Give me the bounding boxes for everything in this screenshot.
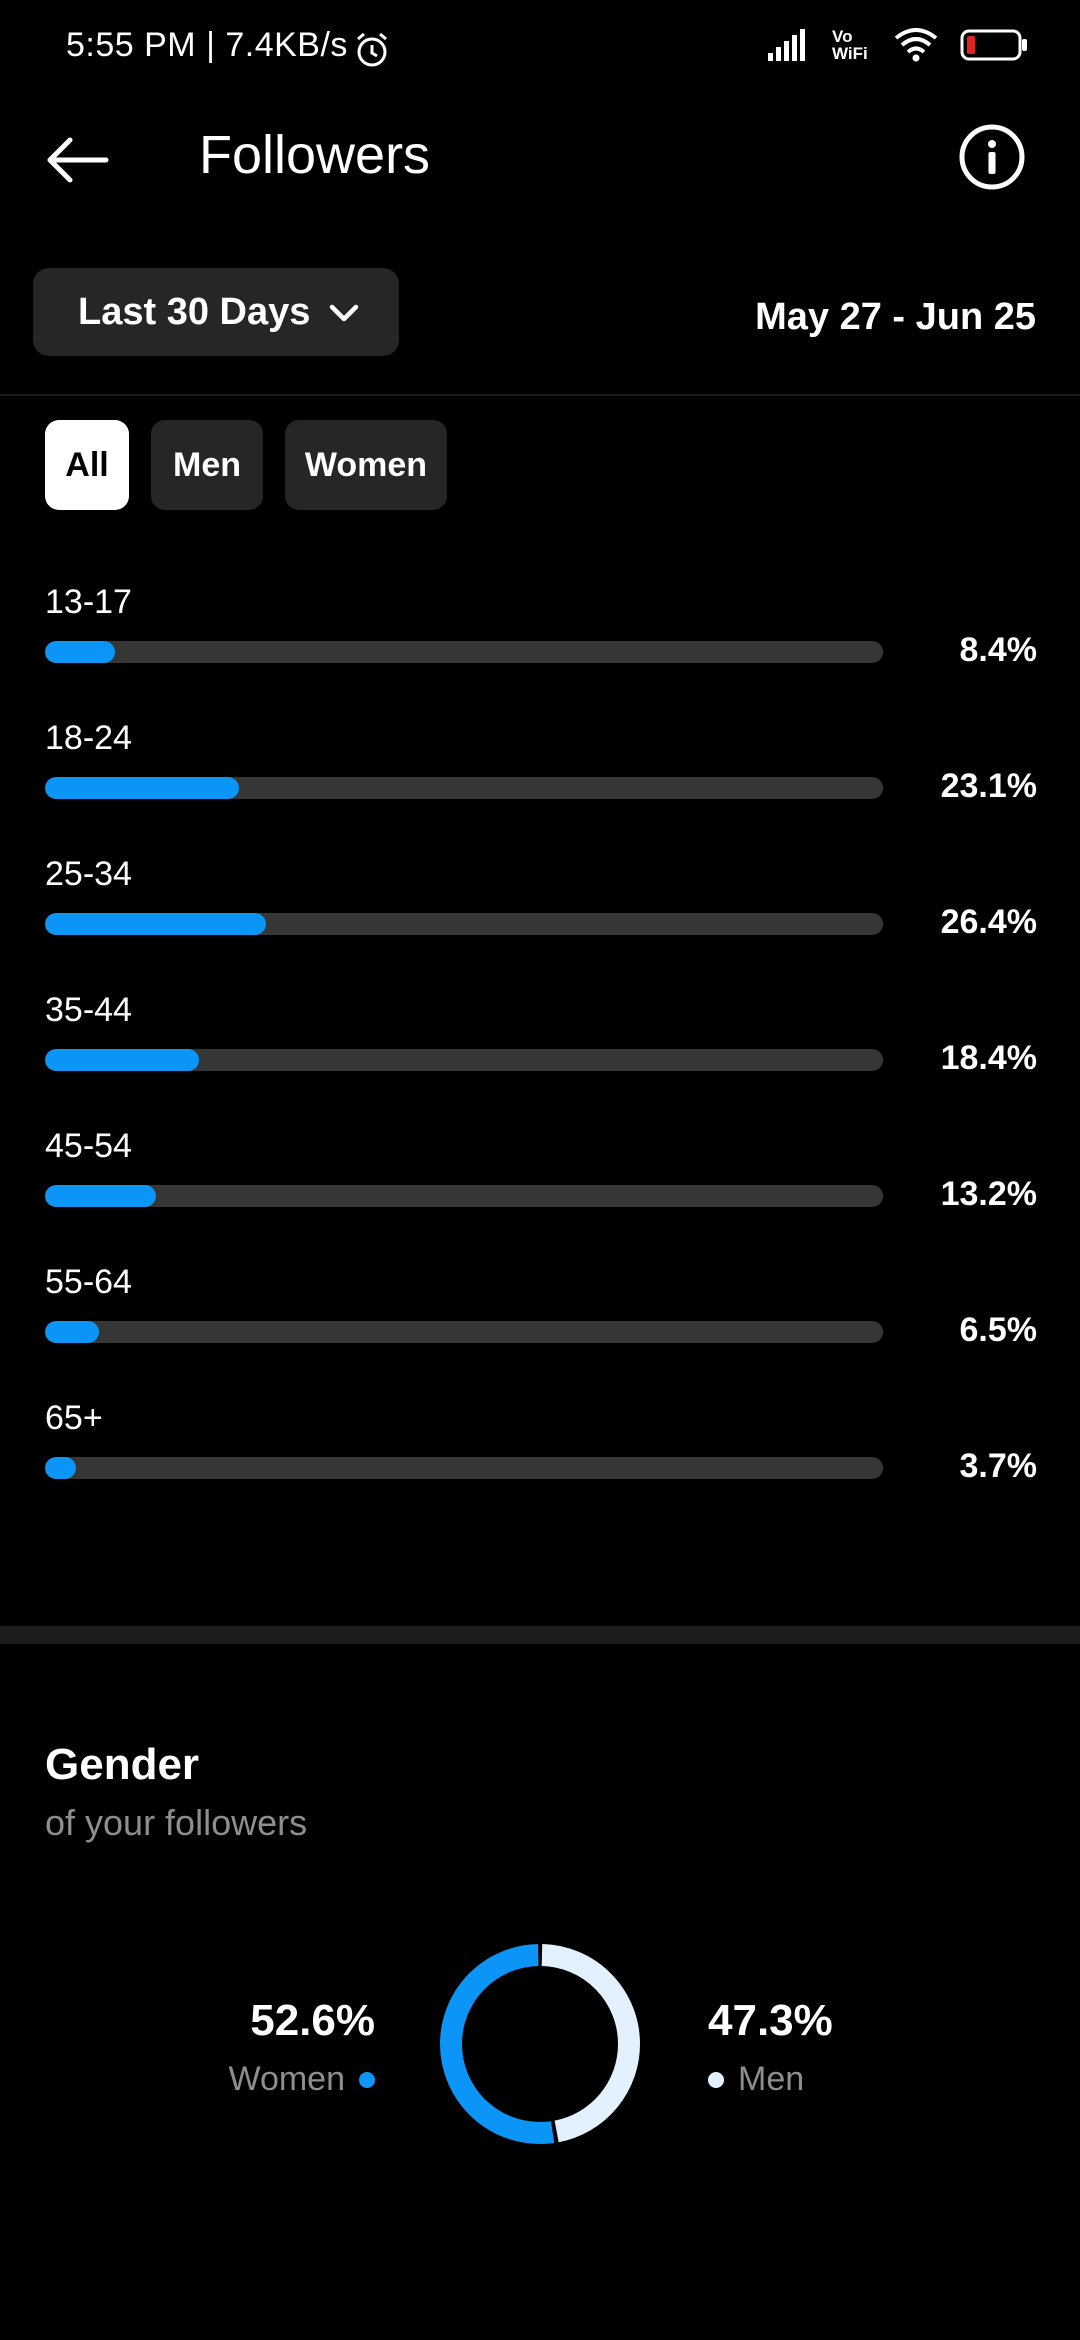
women-percent: 52.6% [250, 1996, 375, 2045]
age-label: 25-34 [45, 855, 132, 893]
age-row: 65+ 3.7% [45, 1399, 1037, 1535]
age-percent: 8.4% [959, 631, 1038, 669]
date-range-dropdown[interactable]: Last 30 Days [33, 268, 399, 356]
info-icon [959, 124, 1025, 190]
men-dot-icon [708, 2071, 724, 2088]
alarm-icon [352, 30, 392, 70]
age-bar-track [45, 1185, 883, 1207]
age-bar-fill [45, 1321, 100, 1343]
age-label: 65+ [45, 1399, 103, 1437]
gender-donut-chart [440, 1944, 640, 2144]
age-row: 35-44 18.4% [45, 991, 1037, 1127]
age-row: 13-17 8.4% [45, 583, 1037, 719]
women-arc [440, 1944, 640, 2144]
age-label: 35-44 [45, 991, 132, 1029]
age-row: 25-34 26.4% [45, 855, 1037, 991]
filter-all-chip[interactable]: All [45, 420, 129, 510]
age-percent: 26.4% [940, 903, 1037, 941]
women-dot-icon [359, 2071, 375, 2088]
age-row: 18-24 23.1% [45, 719, 1037, 855]
age-bar-fill [45, 913, 267, 935]
filter-men-chip[interactable]: Men [151, 420, 263, 510]
age-bar-track [45, 913, 883, 935]
divider [0, 394, 1080, 396]
age-percent: 23.1% [940, 767, 1037, 805]
vowifi-icon: Vo WiFi [832, 27, 868, 63]
chevron-down-icon [328, 296, 360, 328]
age-percent: 18.4% [940, 1039, 1037, 1077]
age-percent: 6.5% [959, 1311, 1038, 1349]
page-title: Followers [199, 125, 431, 185]
age-bar-fill [45, 777, 239, 799]
age-row: 55-64 6.5% [45, 1263, 1037, 1399]
men-arc [440, 1944, 640, 2144]
status-time-speed: 5:55 PM | 7.4KB/s [66, 26, 348, 64]
age-percent: 3.7% [959, 1447, 1038, 1485]
back-button[interactable] [40, 120, 120, 200]
age-bar-track [45, 777, 883, 799]
age-bar-track [45, 641, 883, 663]
age-bar-fill [45, 1049, 200, 1071]
signal-icon [768, 29, 805, 61]
filter-women-chip[interactable]: Women [285, 420, 447, 510]
men-legend: Men [708, 2060, 804, 2099]
age-bar-fill [45, 1457, 76, 1479]
info-button[interactable] [952, 120, 1032, 200]
age-bar-fill [45, 1185, 156, 1207]
date-range-label: Last 30 Days [78, 290, 311, 333]
men-label: Men [738, 2060, 805, 2098]
age-bar-track [45, 1049, 883, 1071]
age-bar-track [45, 1457, 883, 1479]
men-percent: 47.3% [708, 1996, 833, 2045]
gender-subtitle: of your followers [45, 1802, 308, 1843]
date-range-text: May 27 - Jun 25 [755, 296, 1036, 338]
section-separator [0, 1626, 1080, 1644]
age-label: 45-54 [45, 1127, 132, 1165]
age-label: 18-24 [45, 719, 132, 757]
age-percent: 13.2% [940, 1175, 1037, 1213]
wifi-icon [894, 28, 938, 62]
gender-title: Gender [45, 1740, 200, 1789]
back-arrow-icon [47, 137, 109, 183]
age-bar-track [45, 1321, 883, 1343]
women-label: Women [228, 2060, 345, 2098]
battery-icon [960, 29, 1027, 61]
age-row: 45-54 13.2% [45, 1127, 1037, 1263]
age-label: 55-64 [45, 1263, 132, 1301]
age-label: 13-17 [45, 583, 132, 621]
age-bar-fill [45, 641, 116, 663]
women-legend: Women [228, 2060, 375, 2099]
status-icons: Vo WiFi [768, 28, 1030, 62]
